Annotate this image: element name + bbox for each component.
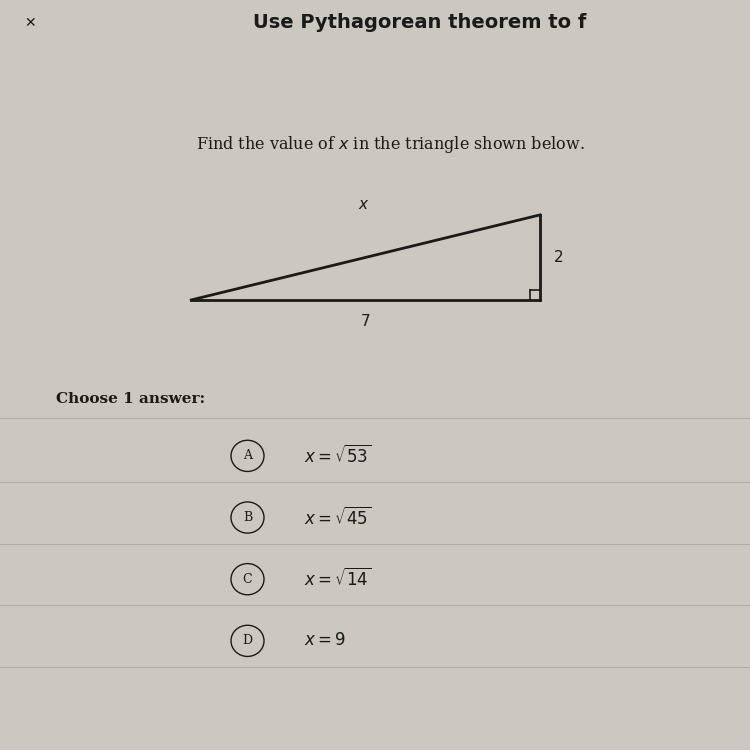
- Text: B: B: [243, 511, 252, 524]
- Text: $x$: $x$: [358, 196, 370, 211]
- Text: Choose 1 answer:: Choose 1 answer:: [56, 392, 206, 406]
- Text: Find the value of $x$ in the triangle shown below.: Find the value of $x$ in the triangle sh…: [196, 134, 584, 154]
- Text: ✕: ✕: [24, 16, 36, 30]
- Text: 7: 7: [361, 314, 370, 328]
- Text: D: D: [242, 634, 253, 647]
- Text: $x = \sqrt{45}$: $x = \sqrt{45}$: [304, 506, 371, 529]
- Text: A: A: [243, 449, 252, 462]
- Text: Use Pythagorean theorem to f: Use Pythagorean theorem to f: [254, 13, 586, 32]
- Text: $x = 9$: $x = 9$: [304, 632, 346, 650]
- Text: C: C: [243, 573, 252, 586]
- Text: $x = \sqrt{14}$: $x = \sqrt{14}$: [304, 568, 371, 590]
- Text: $x = \sqrt{53}$: $x = \sqrt{53}$: [304, 445, 371, 467]
- Text: 2: 2: [554, 250, 563, 265]
